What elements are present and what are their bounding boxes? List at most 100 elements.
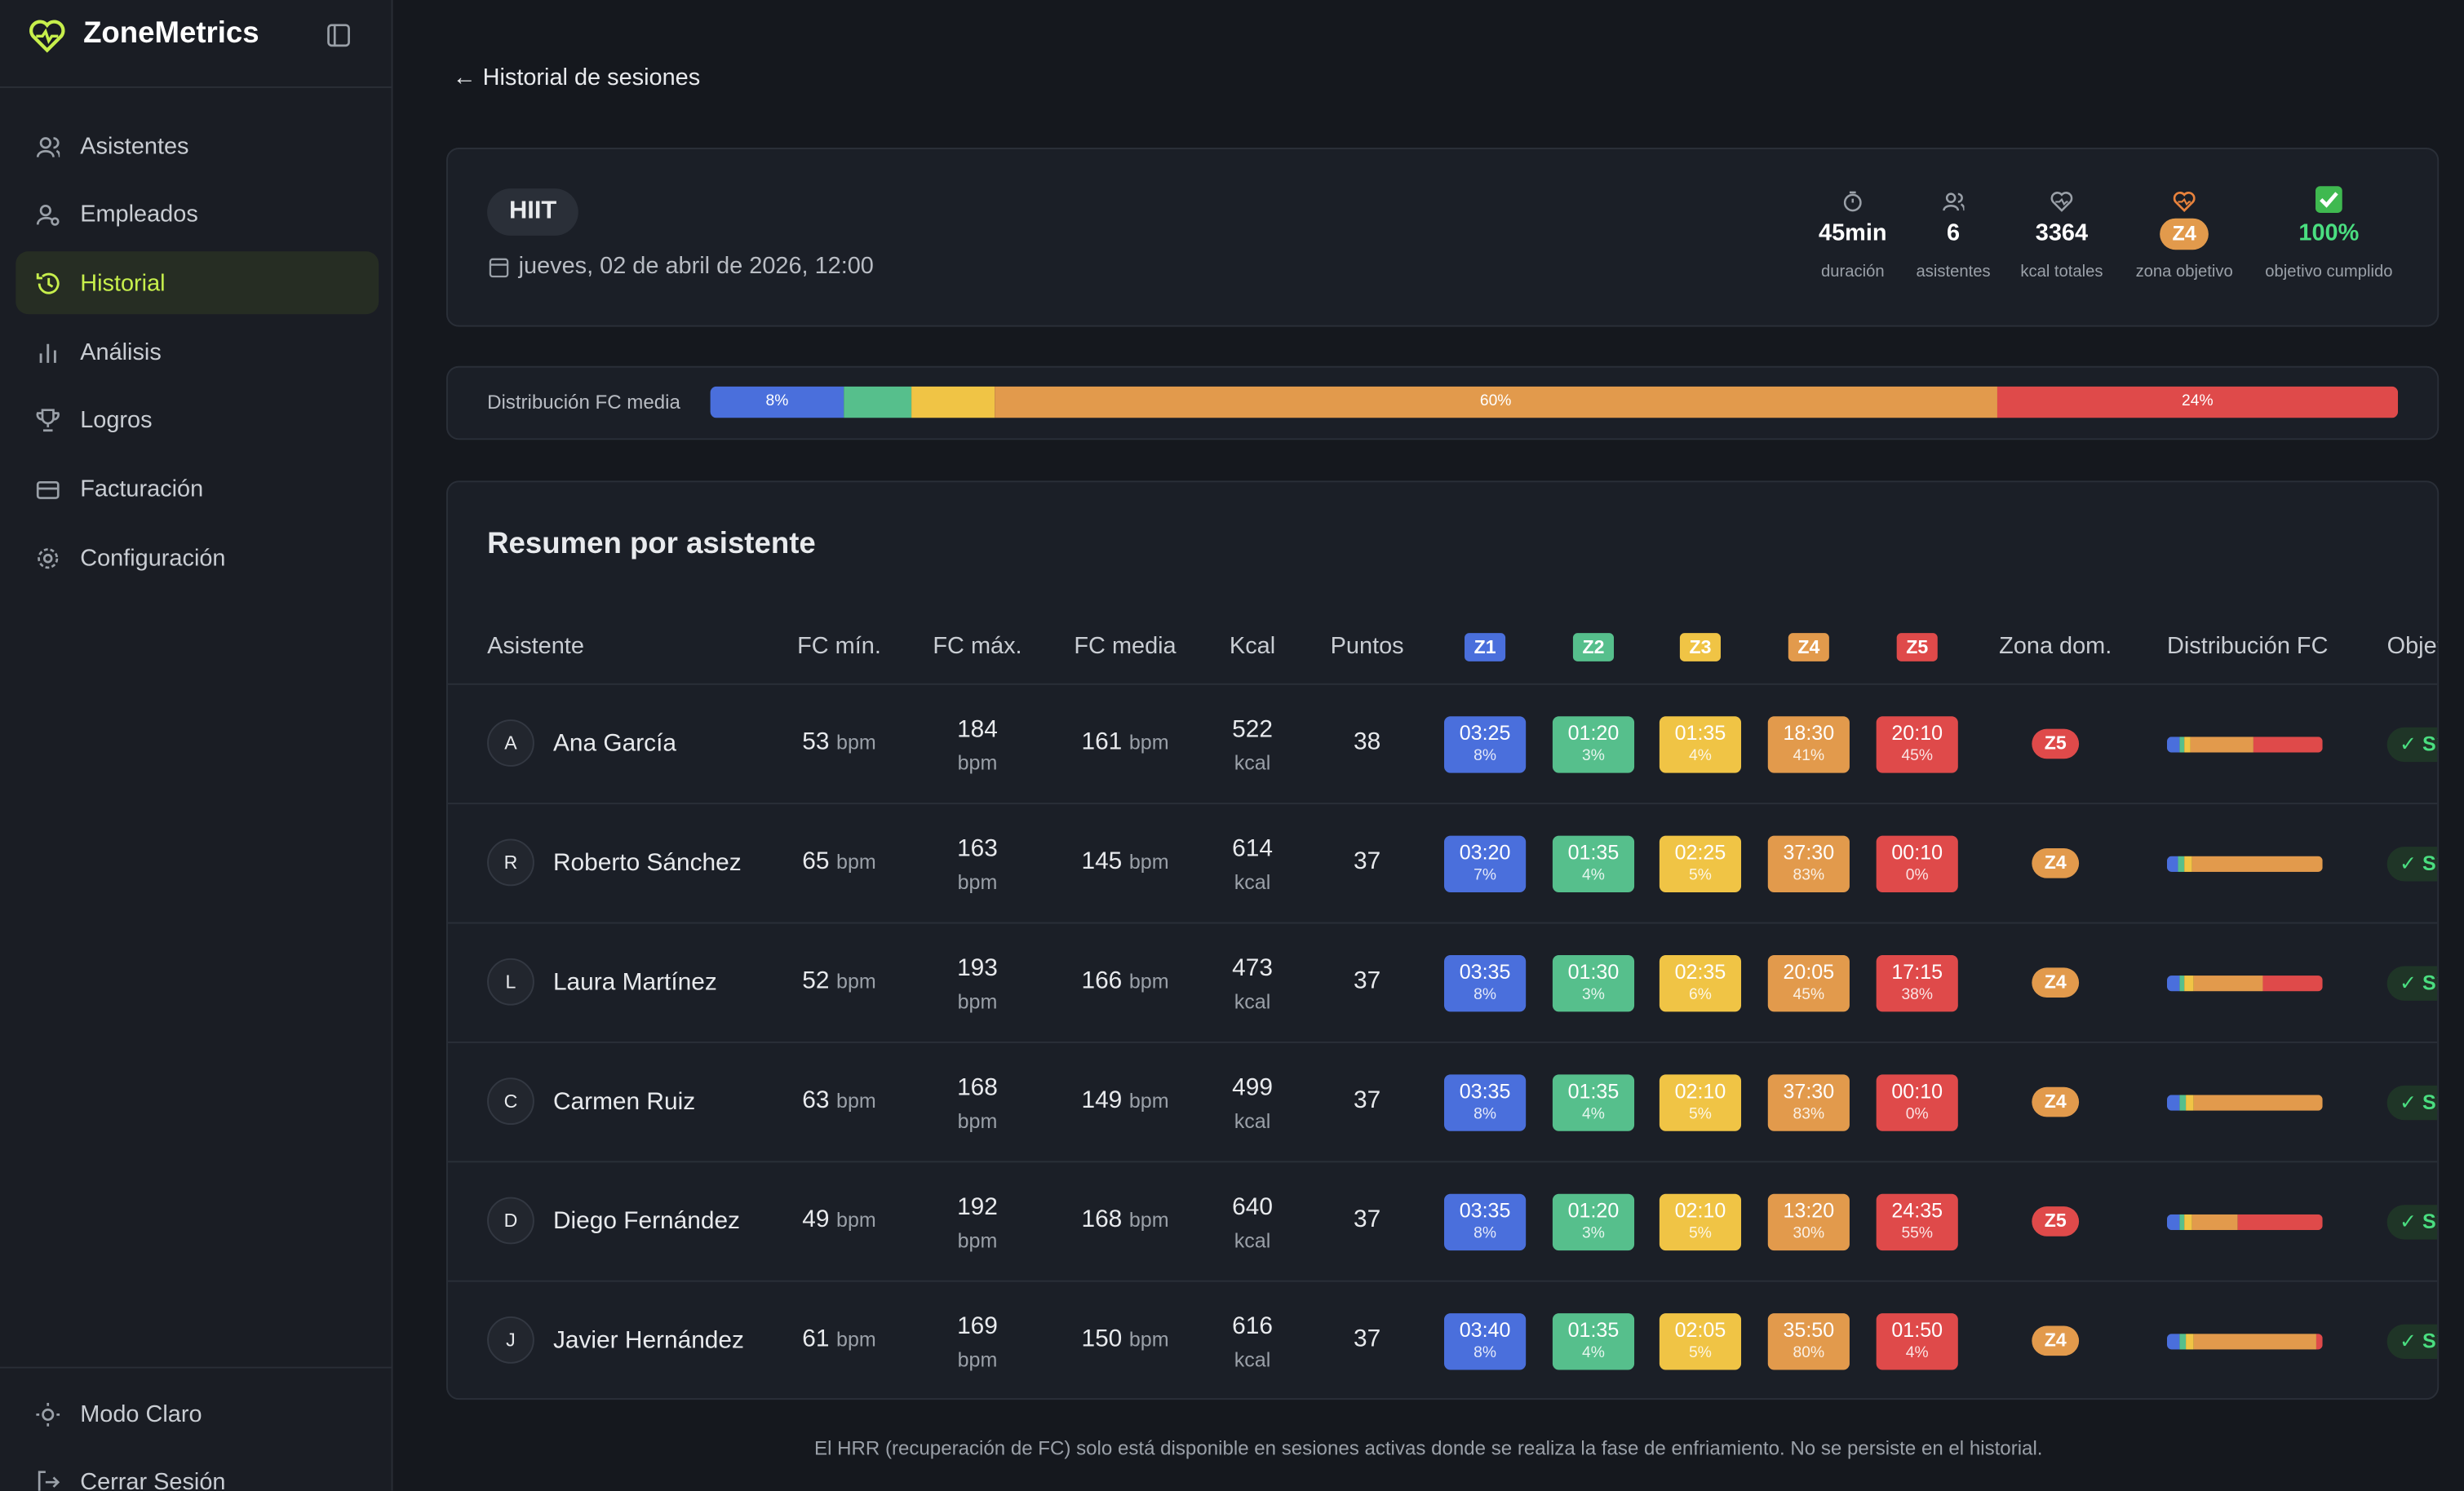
collapse-button[interactable]	[327, 24, 351, 47]
zone-time: 37:30	[1783, 840, 1835, 865]
zone-header: Z2	[1572, 633, 1615, 661]
zone-chip: 18:30 41%	[1767, 716, 1850, 773]
value: 166	[1081, 967, 1123, 995]
table-row: D Diego Fernández 49 bpm 192 bpm 168 bpm 640 kc…	[447, 1161, 2438, 1281]
nav-item[interactable]: Logros	[16, 389, 379, 452]
dominant-zone: Z4	[2032, 848, 2080, 878]
value: 616	[1232, 1313, 1273, 1340]
zone-chip: 03:20 7%	[1444, 835, 1527, 892]
zone-chip: 02:25 5%	[1659, 835, 1742, 892]
avatar: A	[487, 719, 534, 767]
zone-chip: 02:10 5%	[1659, 1193, 1742, 1251]
dominant-zone: Z5	[2032, 728, 2080, 759]
row-distribution-segment	[2166, 1334, 2180, 1350]
nav-item[interactable]: Análisis	[16, 321, 379, 383]
value: 473	[1232, 955, 1273, 982]
hr-cell: 61 bpm	[802, 1326, 876, 1355]
zone-header: Z3	[1679, 633, 1722, 661]
nav-item[interactable]: Empleados	[16, 184, 379, 246]
zone-chip: 37:30 83%	[1767, 835, 1850, 892]
stack-cell: 473 kcal	[1232, 952, 1273, 1018]
stat-value: 6	[1947, 219, 1961, 247]
row-distribution-segment	[2183, 737, 2191, 753]
icon	[1843, 191, 1862, 212]
footnote: El HRR (recuperación de FC) solo está di…	[814, 1437, 2043, 1460]
nav-icon	[38, 1470, 60, 1491]
unit: bpm	[1128, 849, 1169, 874]
unit-line: bpm	[957, 1104, 998, 1137]
zone-time: 24:35	[1891, 1198, 1943, 1223]
zone-time: 02:05	[1674, 1317, 1726, 1342]
hr-cell: 65 bpm	[802, 848, 876, 877]
avatar: J	[487, 1316, 534, 1364]
points: 37	[1354, 848, 1381, 875]
table-title: Resumen por asistente	[487, 528, 816, 561]
unit: bpm	[957, 750, 998, 775]
row-distribution-segment	[2193, 1334, 2317, 1350]
zone-time: 20:10	[1891, 721, 1943, 745]
hr-cell: 52 bpm	[802, 967, 876, 996]
zone-chip: 01:35 4%	[1552, 1313, 1635, 1370]
row-distribution-segment	[2190, 737, 2253, 753]
row-distribution-segment	[2166, 1095, 2180, 1111]
stack-cell: 522 kcal	[1232, 713, 1273, 779]
goal-badge: ✓ Sí	[2386, 1085, 2438, 1121]
row-distribution-segment	[2184, 856, 2192, 872]
back-link[interactable]: ← Historial de sesiones	[452, 64, 701, 91]
unit: bpm	[836, 969, 876, 993]
zone-time: 02:10	[1674, 1198, 1726, 1223]
zone-pct: 41%	[1793, 747, 1825, 765]
stat-label: zona objetivo	[2135, 262, 2233, 281]
nav-item[interactable]: Asistentes	[16, 115, 379, 178]
points: 37	[1354, 967, 1381, 995]
stack-cell: 640 kcal	[1232, 1191, 1273, 1257]
zone-time: 37:30	[1783, 1079, 1835, 1104]
dominant-zone: Z4	[2032, 1086, 2080, 1117]
zone-header: Z4	[1788, 633, 1829, 661]
zone-time: 00:10	[1891, 1079, 1943, 1104]
logout[interactable]: Cerrar Sesión	[16, 1450, 379, 1491]
stack-cell: 499 kcal	[1232, 1072, 1273, 1138]
icon	[2173, 191, 2196, 212]
column-header: FC máx.	[933, 633, 1022, 660]
stat-value: 45min	[1819, 219, 1887, 247]
stack-cell: 193 bpm	[957, 952, 998, 1018]
unit: bpm	[836, 730, 876, 754]
row-distribution-segment	[2179, 976, 2184, 992]
nav-item[interactable]: Configuración	[16, 527, 379, 590]
nav-item[interactable]: Historial	[16, 251, 379, 315]
table-row: J Javier Hernández 61 bpm 169 bpm 150 bpm 616 k…	[447, 1280, 2438, 1398]
nav-item[interactable]: Facturación	[16, 458, 379, 520]
zone-chip: 00:10 0%	[1876, 1074, 1958, 1131]
unit-line: bpm	[957, 1343, 998, 1376]
zone-pct: 5%	[1689, 1225, 1712, 1243]
unit: bpm	[957, 1228, 998, 1253]
column-header: Kcal	[1229, 633, 1276, 660]
theme-toggle[interactable]: Modo Claro	[16, 1383, 379, 1445]
zone-time: 03:20	[1459, 840, 1511, 865]
goal-badge: ✓ Sí	[2386, 1324, 2438, 1360]
hr-cell: 63 bpm	[802, 1087, 876, 1116]
zone-time: 03:35	[1459, 1198, 1511, 1223]
zone-time: 03:35	[1459, 959, 1511, 984]
hr-cell: 161 bpm	[1081, 729, 1168, 758]
unit: bpm	[836, 1208, 876, 1232]
attendee-name: Ana García	[552, 730, 676, 758]
unit: bpm	[836, 849, 876, 874]
avatar: L	[487, 958, 534, 1006]
points: 37	[1354, 1206, 1381, 1233]
zone-pct: 80%	[1793, 1344, 1825, 1362]
points: 37	[1354, 1325, 1381, 1353]
zone-chip: 03:35 8%	[1444, 1074, 1527, 1131]
row-distribution	[2166, 1334, 2323, 1350]
zone-pct: 5%	[1689, 867, 1712, 885]
zone-pct: 0%	[1905, 1105, 1929, 1124]
distribution-card: Distribución FC media 8% 60% 24%	[445, 365, 2440, 440]
brand-logo	[29, 20, 65, 53]
zone-time: 18:30	[1783, 721, 1835, 745]
hr-cell: 149 bpm	[1081, 1087, 1168, 1116]
hr-cell: 150 bpm	[1081, 1326, 1168, 1355]
distribution-label: Distribución FC media	[487, 391, 680, 414]
unit-line: bpm	[957, 985, 998, 1018]
